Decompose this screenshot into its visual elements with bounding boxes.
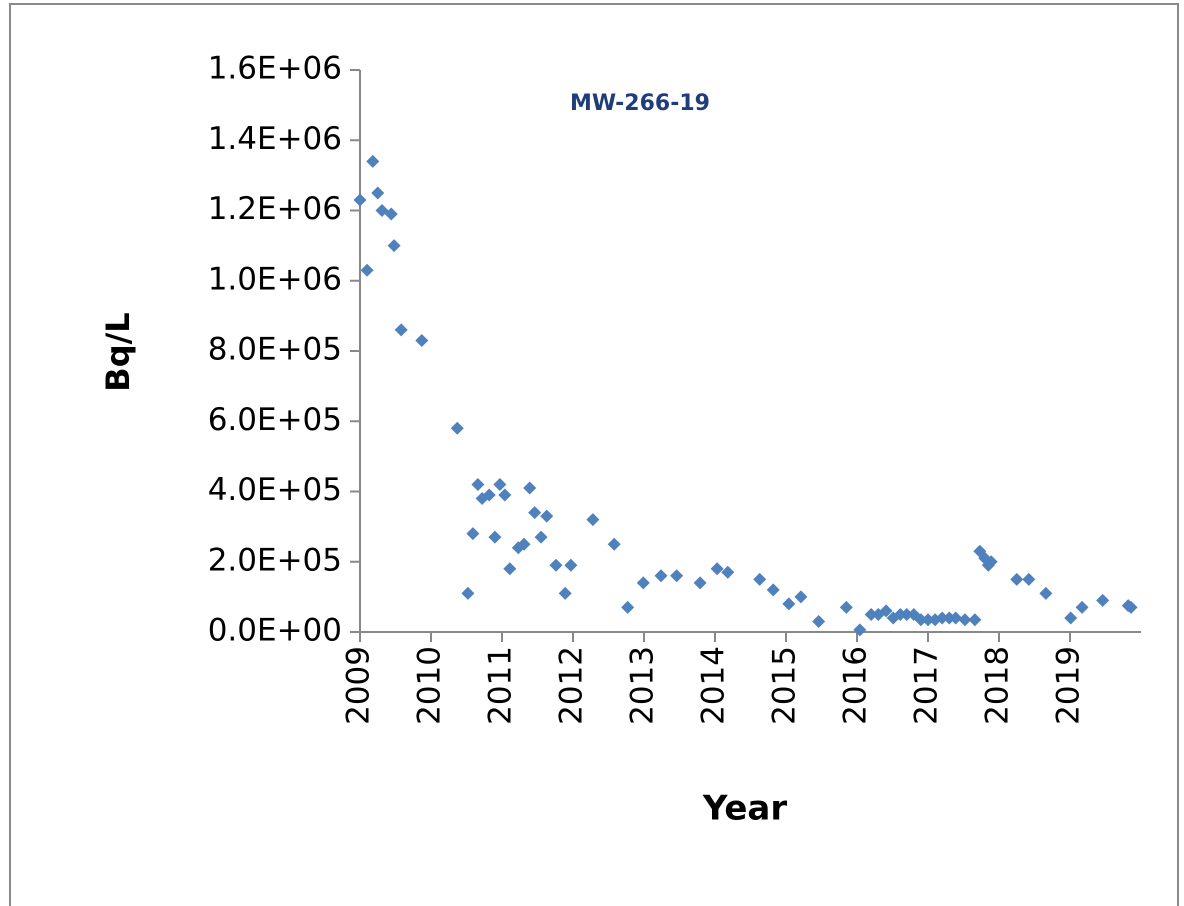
point — [693, 576, 707, 590]
chart-title: MW-266-19 — [570, 91, 710, 116]
x-tick-label: 2015 — [767, 646, 803, 725]
x-tick-label: 2016 — [838, 646, 874, 725]
point — [636, 576, 650, 590]
point — [353, 193, 367, 207]
point — [482, 488, 496, 502]
y-tick-label: 8.0E+05 — [208, 332, 342, 368]
point — [503, 562, 517, 576]
point — [607, 537, 621, 551]
point — [1064, 611, 1078, 625]
point — [360, 263, 374, 277]
point — [586, 513, 600, 527]
point — [498, 488, 512, 502]
x-axis-label: Year — [702, 789, 788, 829]
point — [935, 611, 949, 625]
point — [528, 506, 542, 520]
y-axis-label: Bq/L — [99, 312, 137, 391]
y-tick-label: 1.4E+06 — [208, 121, 342, 157]
point — [517, 537, 531, 551]
y-tick-label: 1.0E+06 — [208, 261, 342, 297]
point — [564, 558, 578, 572]
point — [1022, 572, 1036, 586]
x-tick-label: 2013 — [625, 646, 661, 725]
y-tick-label: 1.2E+06 — [208, 191, 342, 227]
point — [1039, 586, 1053, 600]
x-tick-label: 2014 — [696, 646, 732, 725]
x-tick-label: 2009 — [341, 646, 377, 725]
point — [864, 607, 878, 621]
point — [621, 600, 635, 614]
y-tick-label: 6.0E+05 — [208, 402, 342, 438]
point — [450, 421, 464, 435]
point — [1096, 593, 1110, 607]
point — [394, 323, 408, 337]
point — [534, 530, 548, 544]
point — [984, 555, 998, 569]
point — [466, 527, 480, 541]
point — [1075, 600, 1089, 614]
point — [721, 565, 735, 579]
y-tick-label: 4.0E+05 — [208, 472, 342, 508]
x-tick-label: 2011 — [483, 646, 519, 725]
point — [949, 611, 963, 625]
point — [654, 569, 668, 583]
point — [782, 597, 796, 611]
point — [839, 600, 853, 614]
point — [914, 613, 928, 627]
point — [1010, 572, 1024, 586]
point — [461, 586, 475, 600]
point — [900, 607, 914, 621]
point — [493, 477, 507, 491]
point — [540, 509, 554, 523]
point — [794, 590, 808, 604]
point — [371, 186, 385, 200]
point — [549, 558, 563, 572]
x-tick-label: 2017 — [909, 646, 945, 725]
point — [387, 239, 401, 253]
x-tick-label: 2019 — [1051, 646, 1087, 725]
point — [766, 583, 780, 597]
point — [523, 481, 537, 495]
point — [1124, 600, 1138, 614]
point — [488, 530, 502, 544]
chart-frame — [9, 3, 1179, 906]
point — [753, 572, 767, 586]
point — [384, 207, 398, 221]
y-tick-label: 1.6E+06 — [208, 51, 342, 87]
point — [958, 613, 972, 627]
point — [812, 614, 826, 628]
point — [968, 613, 982, 627]
point — [853, 623, 867, 637]
point — [471, 477, 485, 491]
point — [670, 569, 684, 583]
y-tick-label: 2.0E+05 — [208, 542, 342, 578]
point — [366, 154, 380, 168]
point — [921, 613, 935, 627]
point — [415, 333, 429, 347]
point — [710, 562, 724, 576]
x-tick-label: 2012 — [554, 646, 590, 725]
x-tick-label: 2010 — [412, 646, 448, 725]
point — [879, 604, 893, 618]
y-tick-label: 0.0E+00 — [208, 613, 342, 649]
point — [558, 586, 572, 600]
x-tick-label: 2018 — [980, 646, 1016, 725]
